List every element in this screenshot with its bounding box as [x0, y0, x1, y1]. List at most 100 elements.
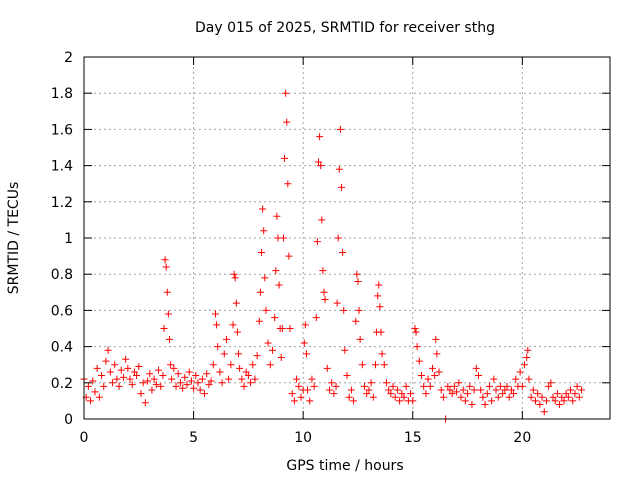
data-point — [133, 372, 141, 380]
data-point — [355, 306, 363, 314]
data-point — [260, 227, 268, 235]
data-point — [375, 281, 383, 289]
x-tick-label: 20 — [513, 430, 531, 446]
data-point — [313, 238, 321, 246]
data-point — [501, 386, 509, 394]
data-point — [242, 368, 250, 376]
y-tick-label: 0.6 — [51, 303, 73, 319]
x-tick-label: 0 — [80, 430, 89, 446]
data-point — [279, 234, 287, 242]
data-point — [144, 377, 152, 385]
data-point — [285, 252, 293, 260]
data-point — [316, 133, 324, 141]
data-point — [444, 382, 452, 390]
data-point — [229, 321, 237, 329]
data-point — [306, 397, 314, 405]
data-point — [553, 390, 561, 398]
data-point — [152, 381, 160, 389]
data-point — [562, 390, 570, 398]
data-point — [216, 368, 224, 376]
data-point — [164, 310, 172, 318]
data-point — [262, 306, 270, 314]
data-point — [135, 363, 143, 371]
x-tick-label: 10 — [294, 430, 312, 446]
data-point — [159, 372, 167, 380]
y-tick-label: 0.8 — [51, 267, 73, 283]
data-point — [433, 350, 441, 358]
data-point — [551, 397, 559, 405]
data-point — [160, 325, 168, 332]
data-point — [505, 393, 513, 401]
data-point — [485, 382, 493, 390]
data-point — [198, 375, 206, 383]
data-point — [139, 379, 147, 387]
data-point — [389, 382, 397, 390]
data-point — [455, 379, 463, 387]
x-tick-label: 5 — [189, 430, 198, 446]
data-point — [293, 375, 301, 383]
data-point — [525, 375, 533, 383]
data-point — [268, 346, 276, 354]
data-point — [150, 375, 158, 383]
data-point — [481, 401, 489, 409]
data-point — [457, 393, 465, 401]
y-tick-label: 1.4 — [51, 159, 73, 175]
data-point — [95, 393, 103, 401]
data-point — [387, 390, 395, 398]
data-point — [512, 375, 520, 383]
y-tick-label: 0 — [64, 412, 73, 428]
data-point — [281, 154, 289, 162]
data-point — [356, 335, 364, 343]
grid — [84, 57, 610, 419]
data-point — [470, 386, 478, 394]
data-point — [521, 361, 529, 369]
data-point — [236, 364, 244, 372]
data-point — [108, 379, 116, 387]
data-point — [413, 343, 421, 351]
data-point — [560, 397, 568, 405]
data-point — [536, 401, 544, 409]
data-point — [165, 335, 173, 343]
data-point — [190, 384, 198, 392]
data-point — [304, 386, 312, 394]
data-point — [556, 401, 564, 409]
data-point — [273, 212, 281, 220]
data-point — [233, 328, 241, 336]
data-point — [282, 89, 290, 97]
data-point — [214, 343, 222, 351]
data-point — [412, 328, 420, 336]
data-point — [124, 364, 132, 372]
data-point — [146, 370, 154, 378]
data-point — [179, 384, 187, 392]
data-point — [450, 382, 458, 390]
y-tick-label: 1.2 — [51, 195, 73, 211]
data-point — [507, 386, 515, 394]
data-point — [318, 216, 326, 224]
data-point — [432, 335, 440, 343]
data-point — [428, 364, 436, 372]
data-point — [328, 379, 336, 387]
data-point — [286, 325, 294, 332]
y-tick-label: 1.8 — [51, 86, 73, 102]
data-point — [297, 393, 305, 401]
data-point — [203, 370, 211, 378]
data-point — [411, 325, 419, 332]
data-point — [547, 379, 555, 387]
x-tick-label: 15 — [404, 430, 422, 446]
data-point — [339, 248, 347, 256]
data-point — [128, 381, 136, 389]
data-point — [295, 382, 303, 390]
data-point — [240, 382, 248, 390]
data-point — [475, 372, 482, 380]
data-point — [283, 118, 291, 126]
data-point — [420, 382, 428, 390]
axis-ticks: 00.20.40.60.811.21.41.61.820 5 10 15 20 — [51, 50, 610, 446]
data-point — [264, 339, 272, 347]
y-tick-label: 0.2 — [51, 376, 73, 392]
data-point — [312, 314, 320, 322]
data-point — [317, 162, 325, 170]
data-point — [325, 386, 333, 394]
data-point — [378, 350, 386, 358]
data-point — [499, 390, 507, 398]
